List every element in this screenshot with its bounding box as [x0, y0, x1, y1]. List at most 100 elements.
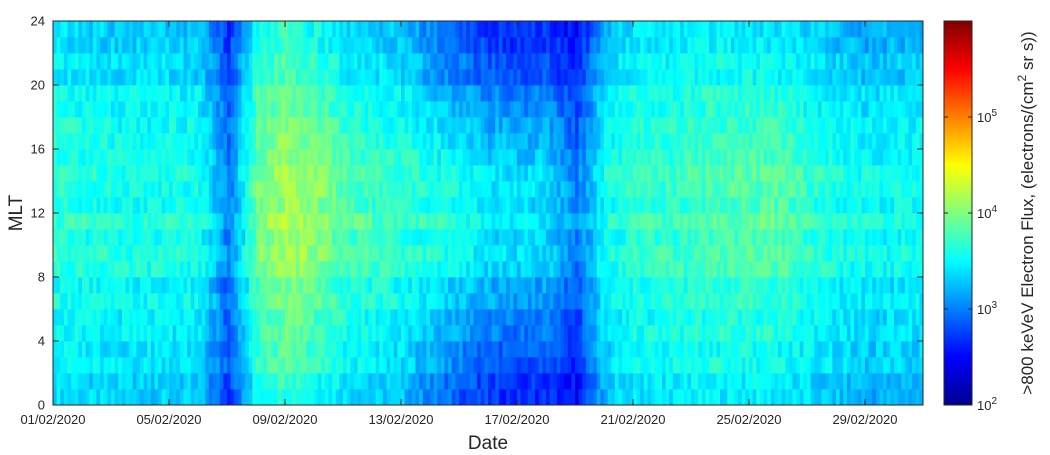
heatmap-cell: [502, 181, 507, 198]
heatmap-cell: [723, 245, 728, 262]
heatmap-cell: [241, 277, 246, 294]
heatmap-cell: [187, 53, 192, 70]
heatmap-cell: [404, 309, 409, 326]
heatmap-cell: [353, 37, 358, 54]
heatmap-cell: [198, 37, 203, 54]
heatmap-cell: [379, 37, 384, 54]
heatmap-cell: [285, 149, 290, 166]
heatmap-cell: [633, 213, 638, 230]
heatmap-cell: [662, 245, 667, 262]
heatmap-cell: [96, 85, 101, 102]
heatmap-cell: [575, 325, 580, 342]
heatmap-cell: [778, 101, 783, 118]
heatmap-cell: [299, 325, 304, 342]
heatmap-cell: [125, 293, 130, 310]
heatmap-cell: [604, 229, 609, 246]
heatmap-cell: [183, 85, 188, 102]
heatmap-cell: [498, 53, 503, 70]
heatmap-cell: [618, 197, 623, 214]
heatmap-cell: [310, 309, 315, 326]
heatmap-cell: [107, 165, 112, 182]
heatmap-cell: [556, 261, 561, 278]
heatmap-cell: [143, 309, 148, 326]
heatmap-cell: [672, 229, 677, 246]
heatmap-cell: [444, 85, 449, 102]
heatmap-cell: [53, 85, 58, 102]
heatmap-cell: [796, 181, 801, 198]
heatmap-cell: [63, 85, 68, 102]
heatmap-cell: [314, 293, 319, 310]
heatmap-cell: [150, 373, 155, 390]
heatmap-cell: [774, 149, 779, 166]
heatmap-cell: [593, 37, 598, 54]
heatmap-cell: [593, 309, 598, 326]
heatmap-cell: [114, 197, 119, 214]
heatmap-cell: [332, 373, 337, 390]
heatmap-cell: [709, 21, 714, 38]
heatmap-cell: [513, 165, 518, 182]
heatmap-cell: [426, 53, 431, 70]
heatmap-cell: [107, 101, 112, 118]
heatmap-cell: [705, 53, 710, 70]
heatmap-cell: [219, 37, 224, 54]
heatmap-cell: [136, 165, 141, 182]
heatmap-cell: [567, 85, 572, 102]
heatmap-cell: [198, 213, 203, 230]
heatmap-cell: [705, 101, 710, 118]
heatmap-cell: [643, 245, 648, 262]
heatmap-cell: [259, 69, 264, 86]
heatmap-cell: [658, 229, 663, 246]
heatmap-cell: [433, 341, 438, 358]
heatmap-cell: [600, 149, 605, 166]
heatmap-cell: [165, 21, 170, 38]
heatmap-cell: [788, 229, 793, 246]
heatmap-cell: [361, 229, 366, 246]
heatmap-cell: [60, 165, 65, 182]
heatmap-cell: [720, 149, 725, 166]
heatmap-cell: [317, 53, 322, 70]
heatmap-cell: [143, 325, 148, 342]
heatmap-cell: [234, 325, 239, 342]
heatmap-cell: [651, 37, 656, 54]
heatmap-cell: [136, 277, 141, 294]
heatmap-cell: [778, 69, 783, 86]
heatmap-cell: [266, 101, 271, 118]
heatmap-cell: [306, 341, 311, 358]
heatmap-cell: [437, 357, 442, 374]
heatmap-cell: [484, 101, 489, 118]
heatmap-cell: [600, 357, 605, 374]
heatmap-cell: [549, 181, 554, 198]
heatmap-cell: [350, 245, 355, 262]
heatmap-cell: [295, 389, 300, 406]
heatmap-cell: [444, 341, 449, 358]
heatmap-cell: [82, 37, 87, 54]
heatmap-cell: [466, 245, 471, 262]
heatmap-cell: [647, 53, 652, 70]
heatmap-cell: [411, 341, 416, 358]
heatmap-cell: [179, 309, 184, 326]
heatmap-cell: [183, 229, 188, 246]
heatmap-cell: [92, 293, 97, 310]
heatmap-cell: [408, 21, 413, 38]
heatmap-cell: [629, 309, 634, 326]
heatmap-cell: [466, 309, 471, 326]
heatmap-cell: [654, 69, 659, 86]
heatmap-cell: [484, 389, 489, 406]
heatmap-cell: [53, 213, 58, 230]
heatmap-cell: [281, 213, 286, 230]
heatmap-cell: [415, 341, 420, 358]
heatmap-cell: [694, 293, 699, 310]
heatmap-cell: [607, 133, 612, 150]
heatmap-cell: [375, 165, 380, 182]
heatmap-cell: [709, 53, 714, 70]
heatmap-cell: [201, 373, 206, 390]
heatmap-cell: [625, 213, 630, 230]
heatmap-cell: [187, 197, 192, 214]
heatmap-cell: [426, 69, 431, 86]
heatmap-cell: [727, 53, 732, 70]
heatmap-cell: [205, 85, 210, 102]
heatmap-cell: [477, 181, 482, 198]
heatmap-cell: [317, 373, 322, 390]
heatmap-cell: [263, 133, 268, 150]
heatmap-cell: [422, 133, 427, 150]
